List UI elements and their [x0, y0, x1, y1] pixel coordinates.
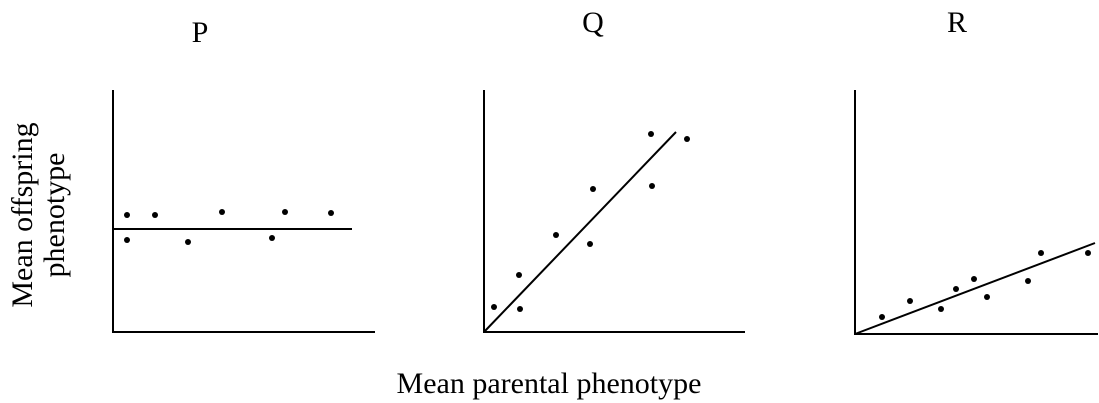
point	[649, 183, 655, 189]
point	[185, 239, 191, 245]
point	[1085, 250, 1091, 256]
point	[124, 237, 130, 243]
x-axis-label: Mean parental phenotype	[397, 367, 702, 400]
panel-r	[854, 90, 1098, 335]
y-axis-label: phenotype	[38, 153, 71, 278]
point	[1038, 250, 1044, 256]
trend-line	[854, 242, 1096, 335]
point	[1025, 278, 1031, 284]
trend-line	[483, 131, 677, 333]
panel-title: P	[192, 16, 209, 49]
point	[553, 232, 559, 238]
point	[282, 209, 288, 215]
point	[971, 276, 977, 282]
point	[938, 306, 944, 312]
point	[124, 212, 130, 218]
point	[953, 286, 959, 292]
point	[219, 209, 225, 215]
panel-p	[112, 90, 375, 333]
points	[124, 209, 334, 245]
point	[879, 314, 885, 320]
point	[590, 186, 596, 192]
point	[517, 306, 523, 312]
point	[907, 298, 913, 304]
point	[491, 304, 497, 310]
point	[587, 241, 593, 247]
y-axis-label: Mean offspring	[6, 122, 39, 307]
point	[269, 235, 275, 241]
point	[516, 272, 522, 278]
points	[491, 131, 690, 312]
points	[879, 250, 1091, 320]
point	[984, 294, 990, 300]
point	[328, 210, 334, 216]
panel-q	[483, 90, 745, 333]
point	[684, 136, 690, 142]
panel-title: R	[947, 6, 967, 39]
panel-title: Q	[582, 6, 604, 39]
point	[152, 212, 158, 218]
point	[648, 131, 654, 137]
